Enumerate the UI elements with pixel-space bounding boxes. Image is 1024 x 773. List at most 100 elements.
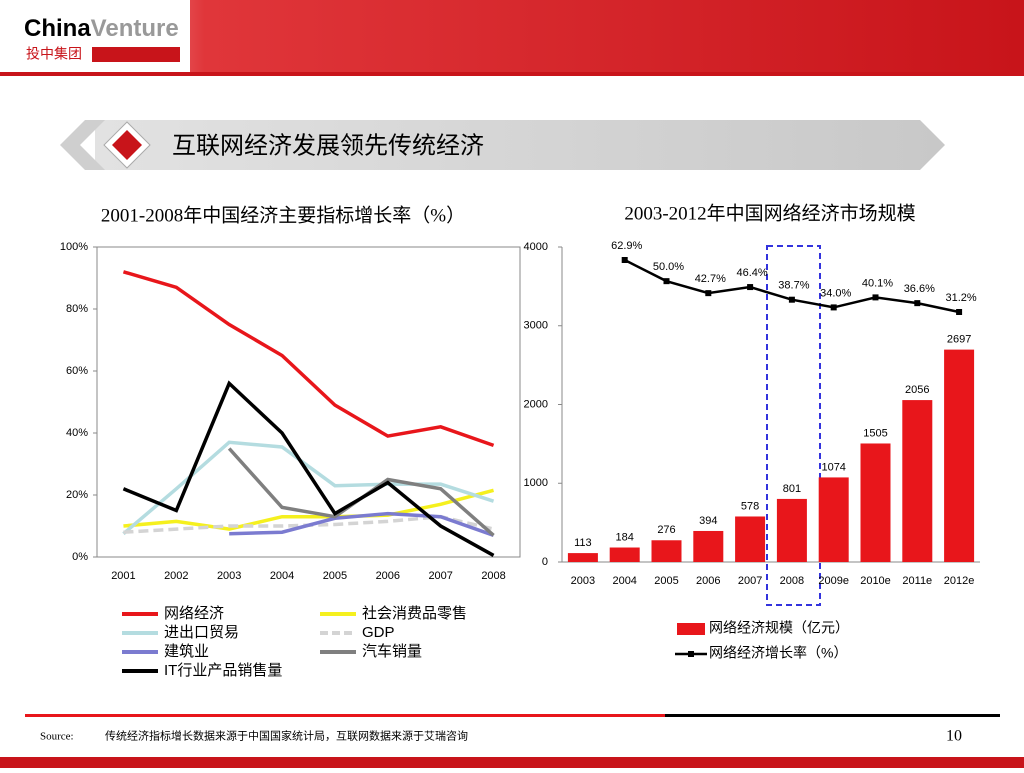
- y-tick-label: 3000: [524, 320, 548, 332]
- bar: [944, 349, 975, 562]
- x-tick-label: 2003: [571, 575, 595, 587]
- y-tick-label: 20%: [66, 489, 88, 501]
- bar-label: 394: [699, 515, 717, 527]
- y-tick-label: 0%: [72, 551, 88, 563]
- x-tick-label: 2004: [612, 575, 636, 587]
- bar-label: 2056: [905, 384, 929, 396]
- bar: [818, 477, 849, 562]
- x-tick-label: 2007: [428, 570, 452, 582]
- y-tick-label: 0: [542, 556, 548, 568]
- growth-point: [956, 309, 963, 315]
- y-tick-label: 60%: [66, 365, 88, 377]
- y-tick-label: 4000: [524, 241, 548, 253]
- brand-bar: [92, 47, 180, 62]
- growth-point: [621, 257, 628, 263]
- plot-frame: [96, 246, 521, 558]
- bar-label: 113: [574, 537, 592, 549]
- chevron: [60, 120, 105, 170]
- growth-point: [663, 278, 670, 285]
- title-banner: [95, 120, 945, 170]
- growth-label: 34.0%: [820, 287, 851, 299]
- bar-label: 801: [783, 483, 801, 495]
- bar: [609, 547, 640, 562]
- bar: [651, 540, 682, 562]
- x-tick-label: 2005: [654, 575, 678, 587]
- slide-title: 互联网经济发展领先传统经济: [172, 132, 484, 159]
- y-tick-label: 80%: [66, 303, 88, 315]
- growth-label: 36.6%: [904, 283, 935, 295]
- growth-label: 50.0%: [653, 261, 684, 273]
- brand: ChinaVenture: [24, 15, 179, 42]
- growth-label: 42.7%: [695, 273, 726, 285]
- series-line: [229, 511, 495, 537]
- growth-label: 38.7%: [778, 280, 809, 292]
- bar: [567, 553, 598, 562]
- x-tick-label: 2009e: [818, 575, 849, 587]
- x-tick-label: 2007: [738, 575, 762, 587]
- page-number: 10: [946, 728, 962, 745]
- legend-label: 汽车销量: [362, 643, 422, 660]
- y-tick-label: 100%: [60, 241, 88, 253]
- bar: [776, 498, 807, 562]
- legend-swatch-point: [688, 651, 694, 657]
- y-tick-label: 2000: [524, 398, 548, 410]
- x-tick-label: 2011e: [902, 575, 932, 587]
- x-tick-label: 2002: [164, 570, 188, 582]
- bar: [693, 530, 724, 562]
- source: 传统经济指标增长数据来源于中国国家统计局，互联网数据来源于艾瑞咨询: [105, 729, 468, 743]
- bar-label: 1074: [821, 461, 845, 473]
- bar: [735, 516, 766, 562]
- legend-label: IT行业产品销售量: [164, 662, 282, 679]
- growth-point: [705, 290, 712, 297]
- x-tick-label: 2003: [217, 570, 241, 582]
- chart-title: 2001-2008年中国经济主要指标增长率（%）: [101, 204, 465, 226]
- x-tick-label: 2006: [696, 575, 720, 587]
- growth-point: [830, 304, 837, 311]
- x-tick-label: 2005: [323, 570, 347, 582]
- growth-label: 31.2%: [945, 292, 976, 304]
- x-tick-label: 2001: [111, 570, 135, 582]
- x-tick-label: 2010e: [860, 575, 891, 587]
- legend-label: 建筑业: [164, 643, 209, 660]
- header-line: [0, 72, 1024, 76]
- y-tick-label: 1000: [524, 477, 548, 489]
- growth-label: 40.1%: [862, 277, 893, 289]
- growth-point: [747, 284, 754, 291]
- series-line: [122, 380, 495, 557]
- growth-point: [914, 300, 921, 307]
- source-label: Source:: [40, 731, 74, 743]
- x-tick-label: 2006: [376, 570, 400, 582]
- highlight-box: [766, 245, 821, 606]
- bar-label: 578: [741, 500, 759, 512]
- series-line: [122, 270, 495, 448]
- chart-title: 2003-2012年中国网络经济市场规模: [624, 202, 915, 224]
- brand-cn: 投中集团: [26, 46, 82, 62]
- bar-label: 184: [616, 531, 634, 543]
- bar-label: 276: [657, 524, 675, 536]
- legend-label: 进出口贸易: [164, 624, 239, 641]
- footer-line-black: [665, 714, 1000, 717]
- bar: [860, 443, 891, 562]
- x-tick-label: 2008: [481, 570, 505, 582]
- growth-label: 62.9%: [611, 240, 642, 252]
- series-line: [122, 440, 495, 536]
- bar-label: 2697: [947, 334, 971, 346]
- icon-inner: [112, 130, 142, 160]
- growth-point: [788, 296, 795, 303]
- brand-a: China: [24, 15, 91, 42]
- x-tick-label: 2012e: [944, 575, 975, 587]
- legend-label: 社会消费品零售: [362, 605, 467, 622]
- growth-point: [872, 294, 879, 301]
- series-line: [123, 488, 495, 531]
- y-tick-label: 40%: [66, 427, 88, 439]
- bar-label: 1505: [863, 427, 887, 439]
- x-tick-label: 2004: [270, 570, 294, 582]
- footer-line-red: [25, 714, 665, 717]
- legend-swatch: [677, 623, 705, 635]
- legend-label: 网络经济: [164, 605, 224, 622]
- legend-label: 网络经济增长率（%）: [709, 645, 847, 661]
- legend-label: 网络经济规模（亿元）: [709, 620, 849, 636]
- legend-label: GDP: [362, 624, 395, 641]
- x-tick-label: 2008: [780, 575, 804, 587]
